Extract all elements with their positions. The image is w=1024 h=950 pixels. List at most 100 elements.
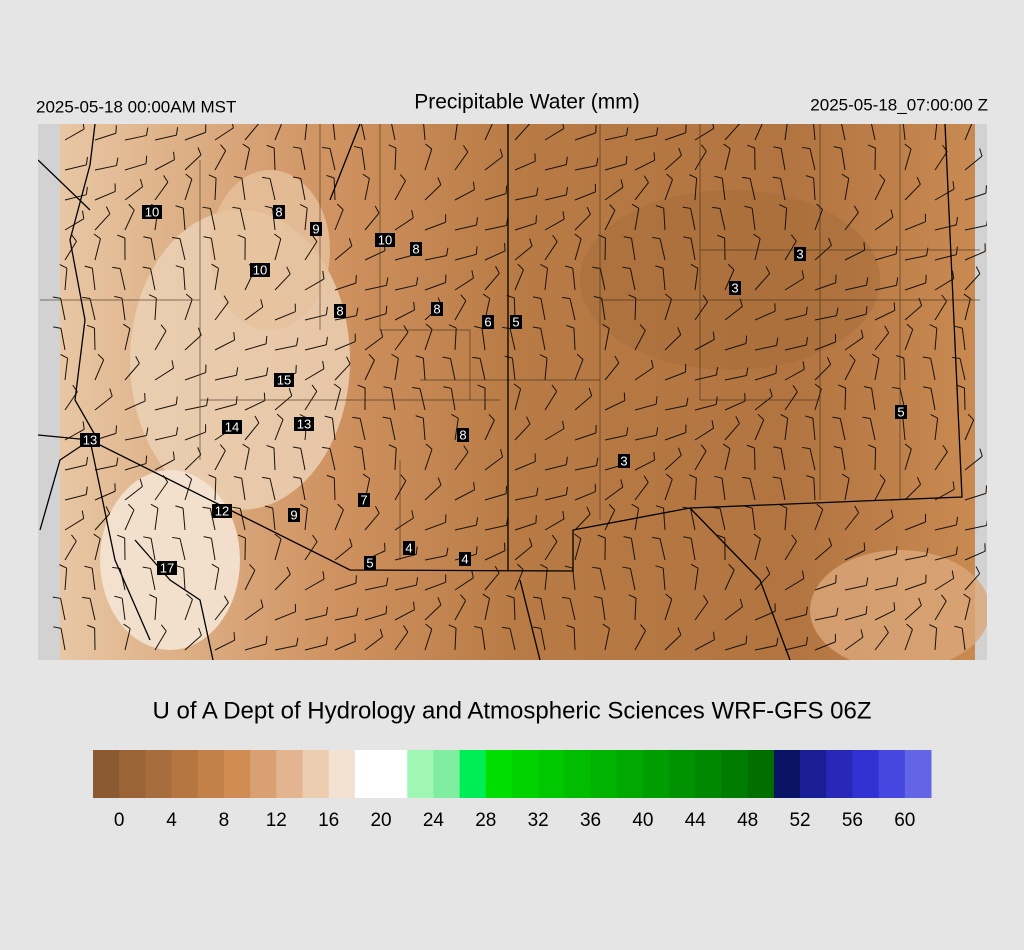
wind-barb (304, 208, 308, 231)
wind-barb-flag (620, 479, 624, 488)
wind-barb (721, 178, 726, 201)
wind-barb (514, 388, 522, 411)
wind-barb-flag (85, 486, 88, 495)
colorbar-segment (223, 750, 251, 798)
wind-barb-flag (871, 353, 880, 359)
wind-barb (454, 151, 469, 171)
wind-barb (664, 298, 673, 321)
colorbar-segment (878, 750, 906, 798)
wind-barb (274, 573, 291, 591)
wind-barb (150, 238, 156, 261)
wind-barb-flag (828, 237, 832, 246)
wind-barb-flag (608, 504, 616, 511)
wind-barb (454, 628, 457, 651)
colorbar-tick-label: 16 (318, 810, 339, 831)
wind-barb-flag (52, 596, 61, 599)
wind-barb-flag (356, 607, 359, 616)
wind-barb (94, 213, 111, 231)
wind-barb (124, 363, 140, 381)
wind-barb (664, 598, 673, 621)
wind-barb-flag (143, 236, 152, 239)
colorbar-segment (747, 750, 775, 798)
wind-barb-flag (208, 174, 217, 179)
station-label-box (618, 454, 630, 468)
wind-barb (514, 195, 537, 201)
wind-barb (214, 302, 229, 321)
wind-barb-flag (565, 486, 568, 495)
wind-barb (634, 367, 654, 381)
wind-barb-flag (175, 505, 184, 509)
wind-barb (814, 341, 836, 351)
wind-barb-flag (185, 173, 193, 180)
station-label: 13 (83, 432, 97, 447)
wind-barb (634, 208, 640, 231)
wind-barb (423, 124, 426, 141)
wind-barb (514, 522, 537, 531)
wind-barb (364, 313, 387, 321)
wind-barb (814, 509, 824, 531)
wind-barb (724, 124, 741, 141)
wind-barb (182, 508, 186, 531)
wind-barb (124, 434, 147, 441)
wind-barb (904, 629, 913, 651)
wind-barb-flag (473, 481, 476, 490)
wind-barb-flag (781, 114, 788, 118)
wind-barb-flag (593, 595, 602, 599)
wind-barb (274, 611, 296, 621)
wind-barb (484, 224, 507, 231)
wind-barb-flag (866, 577, 869, 586)
footer-credit: U of A Dept of Hydrology and Atmospheric… (153, 697, 872, 724)
wind-barb-flag (826, 356, 832, 365)
wind-barb-flag (385, 605, 388, 614)
wind-barb-flag (242, 443, 250, 449)
wind-barb (694, 178, 698, 201)
wind-barb (514, 124, 531, 141)
wind-barb (690, 208, 696, 231)
wind-barb-flag (286, 566, 291, 575)
wind-barb (509, 628, 516, 651)
wind-barb-flag (865, 605, 868, 615)
wind-barb-flag (702, 295, 708, 303)
wind-barb (424, 221, 446, 231)
wind-barb-flag (415, 355, 424, 359)
wind-barb (484, 272, 500, 291)
wind-barb-flag (862, 117, 870, 118)
wind-barb-flag (446, 247, 449, 256)
wind-barb (514, 222, 537, 231)
wind-barb-flag (477, 384, 486, 389)
wind-barb (780, 148, 786, 171)
wind-barb (241, 178, 246, 201)
wind-barb-flag (895, 577, 899, 586)
wind-barb-flag (203, 536, 212, 539)
wind-barb-flag (703, 595, 709, 603)
wind-barb (874, 447, 877, 471)
wind-barb (754, 573, 771, 591)
wind-barb-flag (566, 325, 575, 329)
wind-barb (210, 538, 216, 561)
wind-barb (454, 451, 469, 471)
wind-barb-flag (574, 233, 582, 240)
wind-barb-flag (220, 144, 227, 152)
wind-barb-flag (865, 306, 868, 315)
wind-barb (694, 404, 717, 411)
wind-barb (930, 388, 936, 411)
wind-barb-flag (326, 174, 335, 179)
wind-barb (574, 491, 596, 501)
colorbar-segment (119, 750, 146, 798)
wind-barb-flag (383, 386, 392, 389)
wind-barb-flag (686, 397, 689, 406)
colorbar-segment (381, 750, 408, 798)
wind-barb (244, 306, 264, 321)
station-label: 13 (297, 416, 311, 431)
wind-barb (300, 178, 306, 201)
wind-barb-flag (805, 116, 813, 118)
wind-barb-flag (386, 577, 389, 586)
wind-barb (124, 400, 146, 411)
wind-barb (94, 513, 111, 531)
wind-barb-flag (955, 516, 959, 526)
wind-barb-flag (904, 443, 912, 450)
wind-barb-flag (219, 444, 226, 451)
station-label: 8 (275, 204, 282, 219)
wind-barb-flag (753, 233, 761, 240)
wind-barb (64, 464, 87, 471)
